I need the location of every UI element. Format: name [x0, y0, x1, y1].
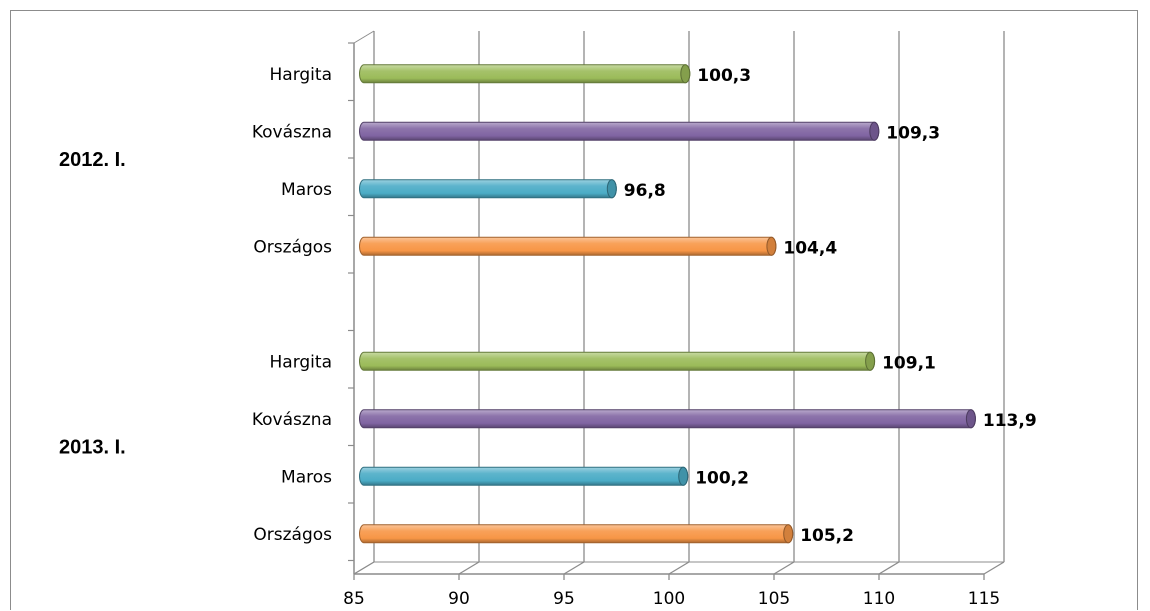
y-axis-top-depth: [353, 30, 375, 44]
bar-end-cap: [783, 524, 794, 544]
data-label: 104,4: [783, 238, 837, 258]
chart-svg: 85 90 95 100 105 110 115 Hargita 100,3 Kovászna 10…: [59, 30, 1037, 609]
category-label: Hargita: [270, 352, 333, 372]
gridline-floor: [563, 561, 585, 575]
floor-left-depth: [353, 561, 375, 575]
bar-orszgos-2: [359, 524, 794, 544]
x-tick-label: 100: [653, 589, 685, 609]
bar-maros-2: [359, 466, 689, 486]
x-tick-label: 105: [758, 589, 790, 609]
grid-layer: [353, 31, 1005, 575]
bar-orszgos-1: [359, 236, 777, 256]
category-label: Országos: [253, 237, 332, 257]
x-tick-label: 85: [343, 589, 365, 609]
bar-end-cap: [678, 466, 689, 486]
gridline-floor: [668, 561, 690, 575]
bar-end-cap: [865, 351, 876, 371]
data-label: 100,2: [695, 468, 749, 488]
gridline-floor: [773, 561, 795, 575]
group-label: 2013. I.: [59, 437, 126, 459]
bar-kovszna-2: [359, 409, 976, 429]
data-label: 100,3: [697, 66, 751, 86]
data-label: 113,9: [983, 411, 1037, 431]
bar-end-cap: [766, 236, 777, 256]
bar-layer: [359, 64, 976, 544]
bar-end-cap: [606, 179, 617, 199]
category-label: Kovászna: [252, 410, 332, 430]
data-label: 109,1: [882, 353, 936, 373]
category-label: Maros: [281, 180, 332, 200]
bar-end-cap: [965, 409, 976, 429]
x-tick-label: 90: [448, 589, 470, 609]
data-label: 96,8: [624, 181, 666, 201]
category-label: Országos: [253, 525, 332, 545]
gridline-floor: [878, 561, 900, 575]
group-label: 2012. I.: [59, 149, 126, 171]
data-label: 105,2: [800, 526, 854, 546]
x-tick-label: 95: [553, 589, 575, 609]
bar-hargita-2: [359, 351, 876, 371]
bar-maros-1: [359, 179, 617, 199]
category-label: Kovászna: [252, 122, 332, 142]
data-label: 109,3: [886, 123, 940, 143]
chart-frame: 85 90 95 100 105 110 115 Hargita 100,3 Kovászna 10…: [10, 10, 1138, 610]
bar-hargita-1: [359, 64, 691, 84]
gridline-floor: [983, 561, 1005, 575]
category-label: Maros: [281, 467, 332, 487]
x-tick-label: 110: [863, 589, 895, 609]
category-label: Hargita: [270, 65, 333, 85]
gridline-floor: [458, 561, 480, 575]
bar-end-cap: [680, 64, 691, 84]
x-tick-label: 115: [968, 589, 1000, 609]
bar-end-cap: [869, 121, 880, 141]
axis-layer: [348, 30, 1004, 580]
bar-kovszna-1: [359, 121, 880, 141]
